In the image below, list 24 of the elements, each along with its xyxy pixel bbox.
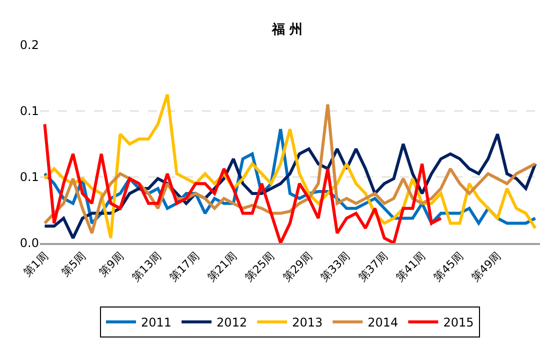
chart-title: 福 州: [270, 22, 302, 38]
legend-label: 2014: [368, 316, 398, 330]
y-tick-label: 0.0: [20, 236, 39, 250]
x-tick-label: 第9周: [96, 250, 126, 280]
x-tick-label: 第13周: [129, 250, 164, 284]
x-tick-label: 第49周: [468, 250, 504, 284]
legend-label: 2013: [292, 316, 323, 330]
x-tick-label: 第17周: [167, 250, 202, 284]
y-tick-label: 0.1: [20, 170, 39, 184]
line-series: [43, 122, 442, 243]
x-tick-label: 第21周: [204, 250, 240, 284]
x-tick-label: 第29周: [280, 250, 315, 284]
x-tick-label: 第5周: [58, 250, 88, 280]
x-tick-label: 第25周: [242, 250, 278, 284]
x-tick-label: 第33周: [318, 250, 353, 284]
y-tick-label: 0.1: [20, 104, 39, 118]
x-tick-label: 第41周: [393, 250, 428, 284]
x-tick-label: 第37周: [356, 250, 390, 284]
legend-label: 2012: [216, 316, 248, 330]
x-tick-label: 第1周: [21, 250, 51, 280]
legend-label: 2011: [141, 316, 172, 330]
legend-label: 2015: [443, 316, 474, 330]
y-tick-label: 0.2: [20, 38, 39, 52]
x-tick-label: 第45周: [431, 250, 466, 284]
